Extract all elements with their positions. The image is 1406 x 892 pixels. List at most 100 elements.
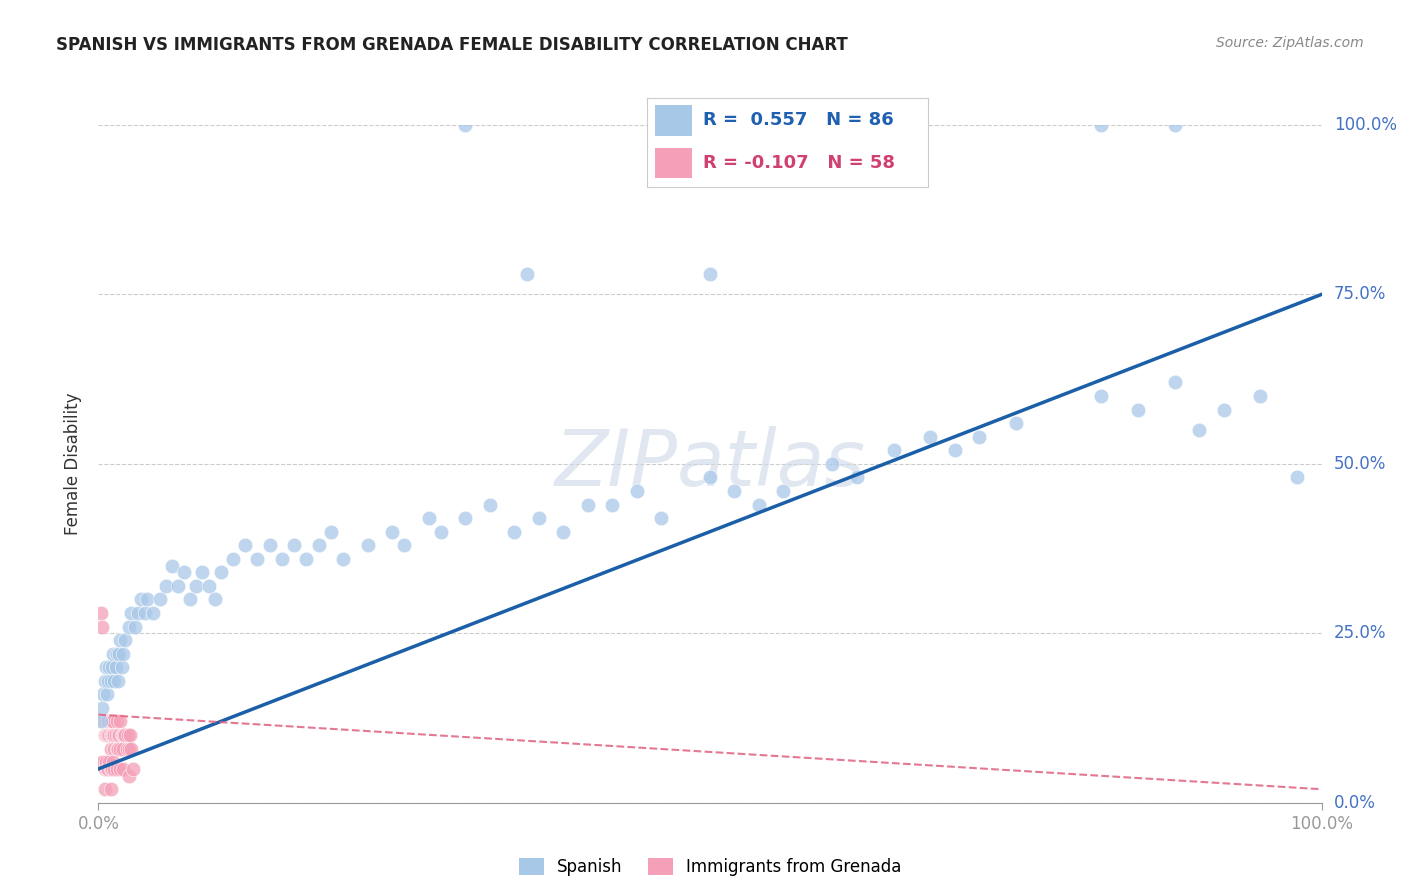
Point	[454, 511, 477, 525]
Point	[97, 714, 120, 729]
Point	[97, 728, 120, 742]
Text: R =  0.557   N = 86: R = 0.557 N = 86	[703, 112, 894, 129]
Point	[600, 498, 623, 512]
Point	[101, 660, 124, 674]
Point	[100, 714, 122, 729]
Point	[110, 741, 132, 756]
Point	[576, 498, 599, 512]
Point	[332, 551, 354, 566]
Point	[392, 538, 416, 552]
Point	[100, 728, 122, 742]
Point	[246, 551, 269, 566]
Point	[134, 606, 156, 620]
Point	[1128, 402, 1150, 417]
Point	[1212, 402, 1234, 417]
Point	[222, 551, 245, 566]
Point	[101, 728, 124, 742]
Point	[101, 762, 124, 776]
Point	[91, 701, 114, 715]
Point	[186, 579, 208, 593]
Point	[626, 483, 648, 498]
Text: ZIPatlas: ZIPatlas	[554, 425, 866, 502]
Point	[101, 714, 124, 729]
Point	[553, 524, 575, 539]
Point	[97, 673, 120, 688]
Text: Source: ZipAtlas.com: Source: ZipAtlas.com	[1216, 36, 1364, 50]
Point	[96, 714, 118, 729]
Point	[381, 524, 404, 539]
Point	[173, 566, 195, 580]
Point	[103, 762, 125, 776]
Point	[515, 267, 537, 281]
Point	[883, 443, 905, 458]
Point	[430, 524, 453, 539]
Point	[204, 592, 226, 607]
Point	[283, 538, 305, 552]
Point	[1164, 376, 1187, 390]
Point	[129, 592, 152, 607]
Point	[91, 714, 114, 729]
Legend: Spanish, Immigrants from Grenada: Spanish, Immigrants from Grenada	[512, 851, 908, 882]
Point	[100, 762, 122, 776]
Point	[105, 647, 128, 661]
Text: 50.0%: 50.0%	[1334, 455, 1386, 473]
Point	[120, 606, 142, 620]
Point	[118, 769, 141, 783]
Point	[107, 741, 129, 756]
Text: 100.0%: 100.0%	[1334, 116, 1398, 134]
Point	[748, 498, 770, 512]
Point	[101, 714, 124, 729]
Point	[136, 592, 159, 607]
Point	[103, 673, 125, 688]
Point	[91, 755, 114, 769]
Point	[1164, 118, 1187, 132]
Point	[103, 741, 125, 756]
Point	[503, 524, 526, 539]
Point	[197, 579, 219, 593]
Text: SPANISH VS IMMIGRANTS FROM GRENADA FEMALE DISABILITY CORRELATION CHART: SPANISH VS IMMIGRANTS FROM GRENADA FEMAL…	[56, 36, 848, 54]
Point	[98, 728, 121, 742]
Point	[114, 728, 136, 742]
Y-axis label: Female Disability: Female Disability	[65, 392, 83, 535]
Point	[94, 714, 117, 729]
Point	[967, 430, 990, 444]
Point	[111, 660, 134, 674]
Point	[90, 714, 112, 729]
Point	[149, 592, 172, 607]
Point	[105, 762, 128, 776]
Point	[91, 619, 114, 633]
Point	[319, 524, 342, 539]
Point	[160, 558, 183, 573]
Point	[110, 762, 132, 776]
Point	[943, 443, 966, 458]
Point	[772, 483, 794, 498]
Point	[110, 633, 132, 648]
Point	[93, 714, 115, 729]
Point	[111, 762, 134, 776]
Point	[111, 728, 134, 742]
Point	[112, 728, 135, 742]
Point	[108, 728, 131, 742]
Point	[101, 755, 124, 769]
Point	[94, 755, 117, 769]
Point	[118, 619, 141, 633]
Text: 0.0%: 0.0%	[1334, 794, 1375, 812]
Point	[1286, 470, 1309, 484]
Point	[259, 538, 281, 552]
Point	[124, 619, 146, 633]
Point	[91, 755, 114, 769]
Point	[699, 470, 721, 484]
Point	[650, 511, 672, 525]
Point	[308, 538, 330, 552]
Point	[101, 647, 124, 661]
Point	[1090, 118, 1112, 132]
Point	[117, 728, 139, 742]
Text: R = -0.107   N = 58: R = -0.107 N = 58	[703, 154, 896, 172]
Point	[1090, 389, 1112, 403]
Point	[111, 728, 134, 742]
Point	[91, 687, 114, 701]
Text: 75.0%: 75.0%	[1334, 285, 1386, 303]
Bar	[655, 148, 692, 178]
Point	[98, 714, 121, 729]
Point	[920, 430, 942, 444]
